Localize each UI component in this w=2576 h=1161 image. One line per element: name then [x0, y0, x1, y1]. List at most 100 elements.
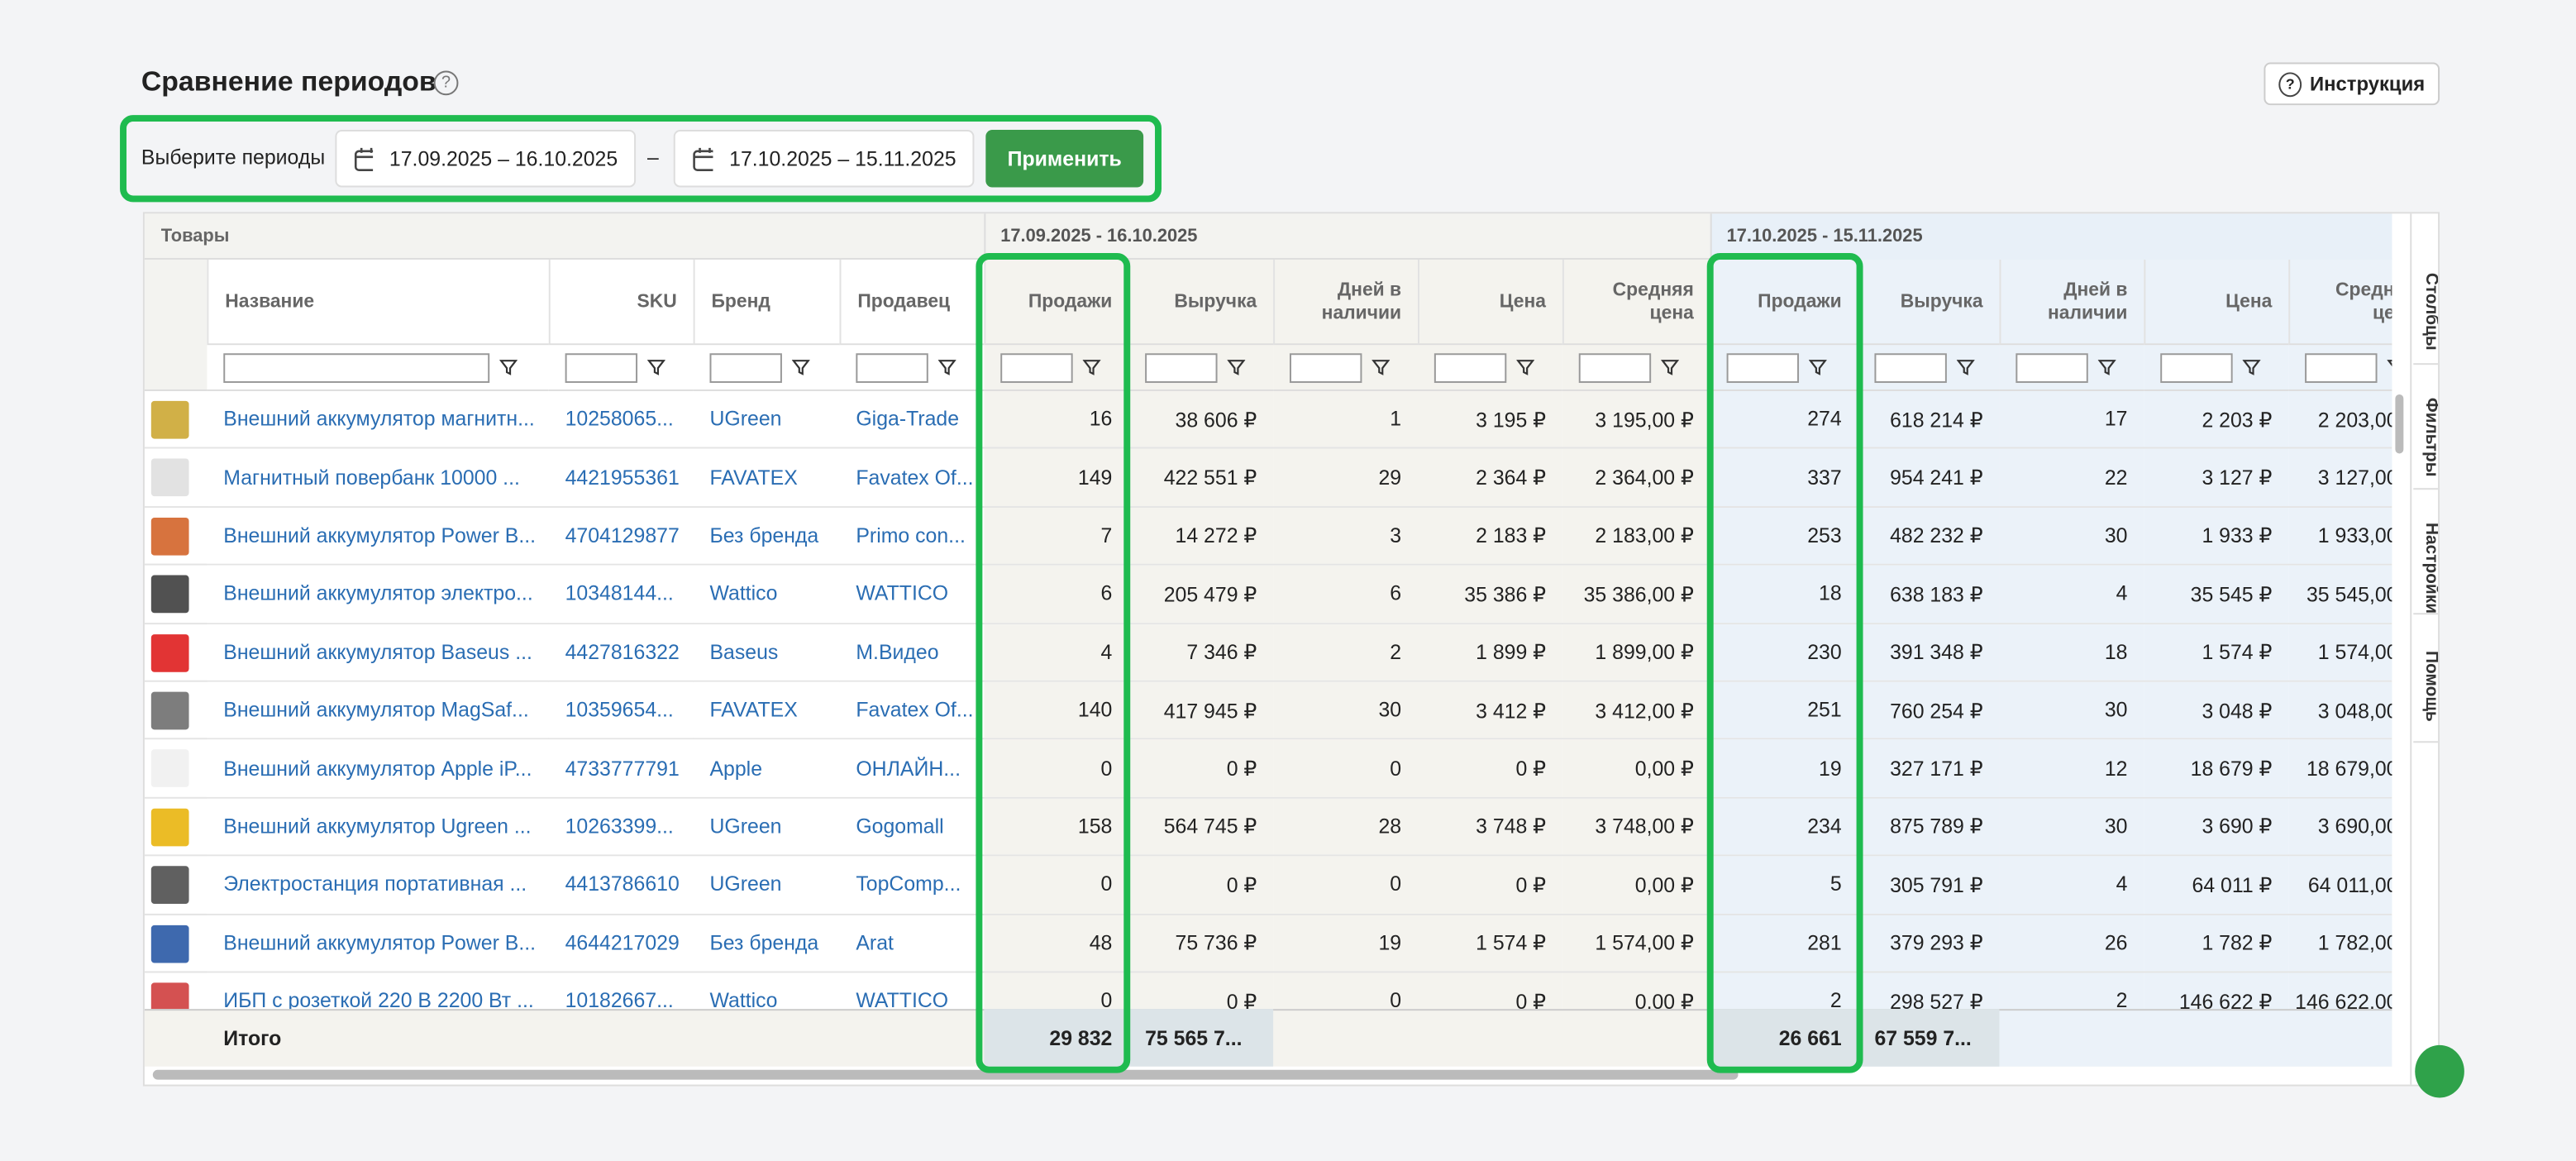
row-thumb: [150, 400, 189, 439]
filter-input[interactable]: [565, 352, 638, 383]
table-cell: 29: [1273, 449, 1418, 506]
filter-input[interactable]: [1726, 352, 1800, 383]
table-cell: 1 574,00 ₽: [2288, 624, 2392, 681]
table-cell[interactable]: Электростанция портативная ...: [207, 856, 549, 914]
column-filter[interactable]: [1710, 345, 1858, 391]
row-thumb: [150, 459, 189, 497]
side-tab[interactable]: Фильтры: [2413, 371, 2439, 490]
table-cell[interactable]: Внешний аккумулятор Ugreen ...: [207, 798, 549, 855]
column-filter[interactable]: [1858, 345, 2000, 391]
filter-icon[interactable]: [1227, 358, 1246, 376]
table-cell[interactable]: Внешний аккумулятор Baseus ...: [207, 624, 549, 681]
table-cell: 4: [984, 624, 1129, 681]
column-filter[interactable]: [207, 345, 549, 391]
column-filter[interactable]: [548, 345, 694, 391]
filter-input[interactable]: [2305, 352, 2378, 383]
filter-input[interactable]: [1433, 352, 1507, 383]
table-cell: 64 011,00 ₽: [2288, 856, 2392, 914]
filter-icon[interactable]: [1371, 358, 1391, 376]
filter-icon[interactable]: [791, 358, 810, 376]
period1-input[interactable]: 17.09.2025 – 16.10.2025: [335, 129, 637, 188]
apply-button[interactable]: Применить: [985, 129, 1144, 188]
column-filter[interactable]: [1417, 345, 1562, 391]
highlight: [976, 253, 1131, 1073]
column-filter[interactable]: [984, 345, 1129, 391]
table-cell: Wattico: [693, 565, 840, 623]
table-cell: 251: [1710, 681, 1858, 739]
table-cell: Apple: [693, 740, 840, 797]
help-button[interactable]: ? Инструкция: [2264, 62, 2440, 106]
column-header: Выручка: [1128, 259, 1274, 346]
table-cell: Favatex Of...: [839, 449, 985, 506]
column-filter[interactable]: [1562, 345, 1710, 391]
table-cell: 391 348 ₽: [1858, 624, 2000, 681]
filter-input[interactable]: [1289, 352, 1362, 383]
column-filter[interactable]: [2288, 345, 2392, 391]
filter-input[interactable]: [223, 352, 490, 383]
table-cell: 26: [1999, 915, 2144, 972]
table-cell: 875 789 ₽: [1858, 798, 2000, 855]
filter-input[interactable]: [856, 352, 928, 383]
column-header: Цена: [1417, 259, 1562, 346]
table-cell: 158: [984, 798, 1129, 855]
filter-input[interactable]: [2160, 352, 2233, 383]
filter-icon[interactable]: [1516, 358, 1535, 376]
h-scrollbar[interactable]: [152, 1069, 1739, 1080]
table-cell: 327 171 ₽: [1858, 740, 2000, 797]
table-cell: 3 748 ₽: [1417, 798, 1562, 855]
table-cell: 17: [1999, 390, 2144, 448]
filter-icon[interactable]: [2242, 358, 2261, 376]
row-thumb: [150, 691, 189, 730]
filter-icon[interactable]: [1661, 358, 1679, 376]
table-cell[interactable]: Внешний аккумулятор магнитн...: [207, 390, 549, 448]
table-cell: 1 782 ₽: [2144, 915, 2289, 972]
table-cell: 35 545 ₽: [2144, 565, 2289, 623]
table-cell: 18: [1999, 624, 2144, 681]
table-cell: 12: [1999, 740, 2144, 797]
row-thumb: [150, 808, 189, 847]
filter-input[interactable]: [709, 352, 782, 383]
column-filter[interactable]: [839, 345, 985, 391]
header-corner: [144, 259, 208, 391]
filter-icon[interactable]: [2097, 358, 2116, 376]
filter-input[interactable]: [1578, 352, 1652, 383]
table-cell[interactable]: Магнитный повербанк 10000 ...: [207, 449, 549, 506]
table-cell[interactable]: Внешний аккумулятор Power B...: [207, 915, 549, 972]
filter-icon[interactable]: [937, 358, 956, 376]
filter-icon[interactable]: [1082, 358, 1101, 376]
chat-button[interactable]: [2415, 1044, 2464, 1098]
table-cell[interactable]: Внешний аккумулятор Apple iP...: [207, 740, 549, 797]
row-thumb: [150, 924, 189, 963]
column-filter[interactable]: [693, 345, 840, 391]
filter-input[interactable]: [1000, 352, 1073, 383]
filter-icon[interactable]: [646, 358, 665, 376]
filter-input[interactable]: [1145, 352, 1218, 383]
table-cell[interactable]: Внешний аккумулятор Power B...: [207, 507, 549, 564]
table-cell: 230: [1710, 624, 1858, 681]
side-tab[interactable]: Столбцы: [2413, 246, 2439, 366]
table-cell[interactable]: Внешний аккумулятор MagSaf...: [207, 681, 549, 739]
column-filter[interactable]: [1999, 345, 2144, 391]
side-tab[interactable]: Настройки: [2413, 496, 2439, 615]
table-cell: 253: [1710, 507, 1858, 564]
help-icon[interactable]: ?: [433, 70, 459, 96]
table-cell: 22: [1999, 449, 2144, 506]
table-cell[interactable]: Внешний аккумулятор электро...: [207, 565, 549, 623]
filter-input[interactable]: [1874, 352, 1947, 383]
filter-icon[interactable]: [2387, 358, 2392, 376]
table-cell: 1 933,00 ₽: [2288, 507, 2392, 564]
table-cell: 2: [1273, 624, 1418, 681]
side-tab[interactable]: Помощь: [2413, 624, 2439, 743]
table-cell: 1: [1273, 390, 1418, 448]
column-filter[interactable]: [2144, 345, 2289, 391]
column-filter[interactable]: [1128, 345, 1274, 391]
filter-icon[interactable]: [1956, 358, 1975, 376]
filter-input[interactable]: [2015, 352, 2088, 383]
row-border: [144, 680, 2392, 682]
table-cell: 38 606 ₽: [1128, 390, 1274, 448]
filter-icon[interactable]: [499, 358, 518, 376]
filter-icon[interactable]: [1808, 358, 1827, 376]
v-scrollbar[interactable]: [2395, 394, 2404, 454]
column-filter[interactable]: [1273, 345, 1418, 391]
period2-input[interactable]: 17.10.2025 – 15.11.2025: [673, 129, 975, 188]
